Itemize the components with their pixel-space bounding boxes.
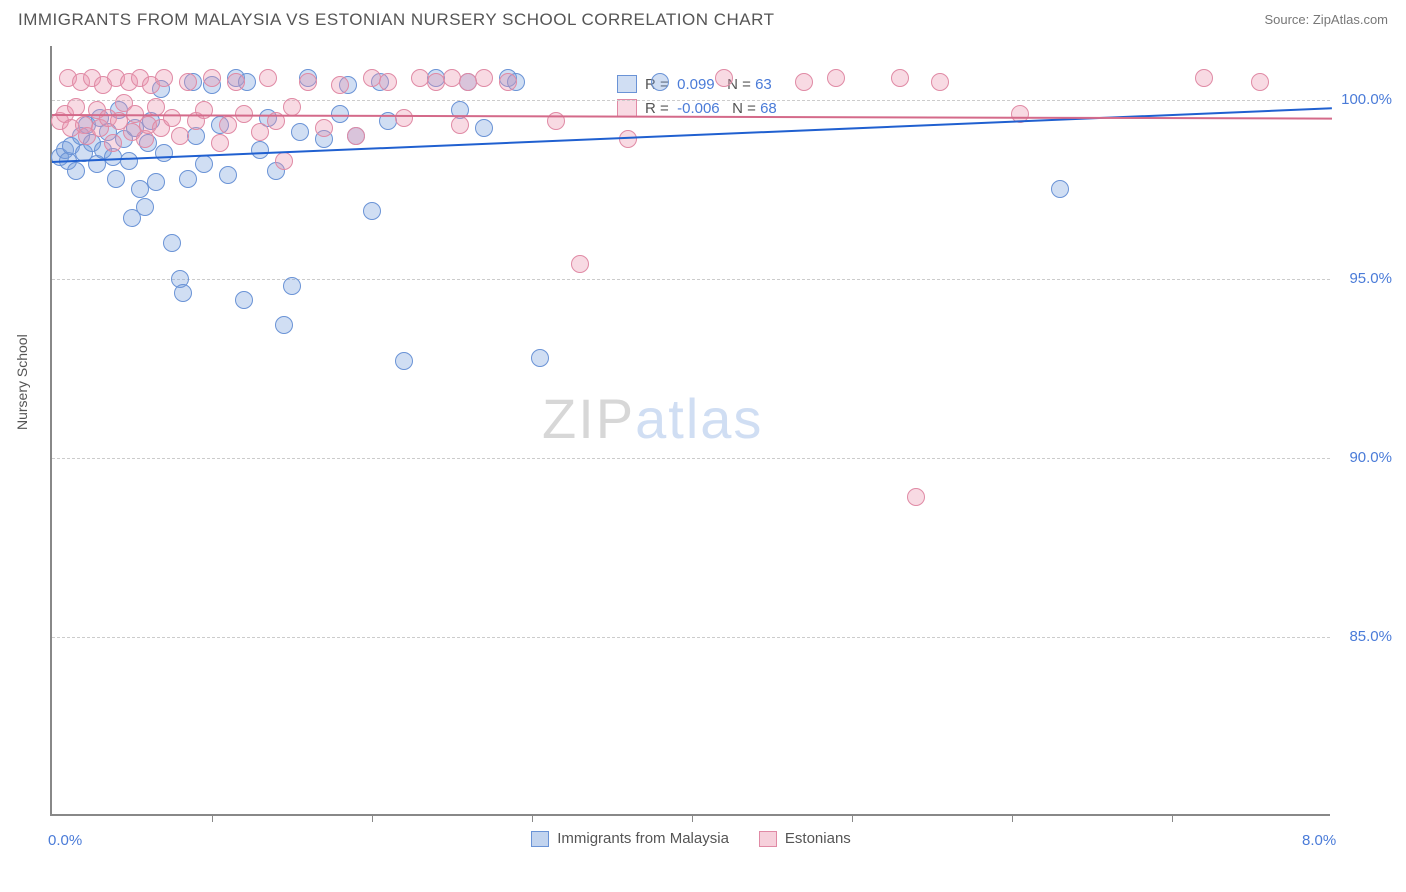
scatter-point	[475, 69, 493, 87]
scatter-point	[411, 69, 429, 87]
scatter-point	[251, 123, 269, 141]
scatter-point	[174, 284, 192, 302]
scatter-point	[331, 76, 349, 94]
x-tick-mark	[692, 814, 693, 822]
scatter-point	[275, 152, 293, 170]
stats-legend-box: R = 0.099 N = 63 R = -0.006 N = 68	[617, 72, 777, 120]
x-tick-mark	[1172, 814, 1173, 822]
scatter-point	[475, 119, 493, 137]
scatter-point	[931, 73, 949, 91]
legend-label: Immigrants from Malaysia	[557, 830, 729, 847]
x-tick-mark	[212, 814, 213, 822]
x-tick-mark	[1012, 814, 1013, 822]
scatter-point	[1251, 73, 1269, 91]
scatter-point	[891, 69, 909, 87]
scatter-point	[104, 134, 122, 152]
scatter-point	[827, 69, 845, 87]
scatter-point	[291, 123, 309, 141]
scatter-point	[203, 69, 221, 87]
scatter-point	[251, 141, 269, 159]
scatter-point	[120, 152, 138, 170]
x-tick-mark	[532, 814, 533, 822]
scatter-point	[395, 352, 413, 370]
series-swatch	[617, 75, 637, 93]
scatter-point	[155, 69, 173, 87]
scatter-point	[259, 69, 277, 87]
scatter-point	[1195, 69, 1213, 87]
scatter-point	[795, 73, 813, 91]
scatter-point	[275, 316, 293, 334]
scatter-point	[283, 277, 301, 295]
scatter-point	[211, 134, 229, 152]
scatter-point	[147, 98, 165, 116]
watermark: ZIPatlas	[542, 386, 763, 451]
scatter-point	[907, 488, 925, 506]
chart-header: IMMIGRANTS FROM MALAYSIA VS ESTONIAN NUR…	[18, 10, 1388, 40]
scatter-point	[179, 170, 197, 188]
legend-swatch	[759, 831, 777, 847]
scatter-point	[571, 255, 589, 273]
gridline-horizontal	[52, 279, 1330, 280]
scatter-point	[163, 109, 181, 127]
scatter-point	[195, 155, 213, 173]
bottom-legend: Immigrants from Malaysia Estonians	[52, 830, 1330, 847]
scatter-point	[163, 234, 181, 252]
source-label: Source: ZipAtlas.com	[1264, 12, 1388, 27]
scatter-point	[227, 73, 245, 91]
y-tick-label: 95.0%	[1349, 270, 1392, 287]
x-tick-mark	[372, 814, 373, 822]
y-tick-label: 85.0%	[1349, 628, 1392, 645]
scatter-point	[715, 69, 733, 87]
scatter-point	[499, 73, 517, 91]
scatter-point	[347, 127, 365, 145]
scatter-point	[363, 202, 381, 220]
legend-item: Estonians	[759, 830, 851, 847]
chart-title: IMMIGRANTS FROM MALAYSIA VS ESTONIAN NUR…	[18, 10, 775, 29]
scatter-point	[379, 73, 397, 91]
x-tick-mark	[852, 814, 853, 822]
gridline-horizontal	[52, 637, 1330, 638]
scatter-point	[147, 173, 165, 191]
scatter-point	[195, 101, 213, 119]
scatter-point	[235, 291, 253, 309]
scatter-point	[171, 127, 189, 145]
watermark-atlas: atlas	[635, 387, 763, 450]
scatter-point	[619, 130, 637, 148]
scatter-point	[155, 144, 173, 162]
y-tick-label: 100.0%	[1341, 91, 1392, 108]
scatter-point	[67, 162, 85, 180]
scatter-point	[451, 116, 469, 134]
scatter-point	[179, 73, 197, 91]
scatter-point	[443, 69, 461, 87]
scatter-point	[395, 109, 413, 127]
scatter-point	[219, 166, 237, 184]
scatter-point	[107, 170, 125, 188]
scatter-point	[136, 198, 154, 216]
legend-item: Immigrants from Malaysia	[531, 830, 729, 847]
scatter-point	[651, 73, 669, 91]
series-swatch	[617, 99, 637, 117]
x-tick-label: 0.0%	[48, 832, 82, 849]
watermark-zip: ZIP	[542, 387, 635, 450]
y-axis-label: Nursery School	[14, 334, 30, 430]
y-tick-label: 90.0%	[1349, 449, 1392, 466]
scatter-point	[283, 98, 301, 116]
scatter-point	[531, 349, 549, 367]
scatter-point	[1051, 180, 1069, 198]
plot-area: ZIPatlas R = 0.099 N = 63 R = -0.006 N = …	[50, 46, 1330, 816]
legend-swatch	[531, 831, 549, 847]
scatter-point	[219, 116, 237, 134]
x-tick-label: 8.0%	[1302, 832, 1336, 849]
gridline-horizontal	[52, 458, 1330, 459]
gridline-horizontal	[52, 100, 1330, 101]
scatter-point	[315, 119, 333, 137]
scatter-point	[299, 73, 317, 91]
legend-label: Estonians	[785, 830, 851, 847]
stats-text: R = -0.006 N = 68	[645, 100, 777, 117]
scatter-point	[363, 69, 381, 87]
stats-row: R = 0.099 N = 63	[617, 72, 777, 96]
